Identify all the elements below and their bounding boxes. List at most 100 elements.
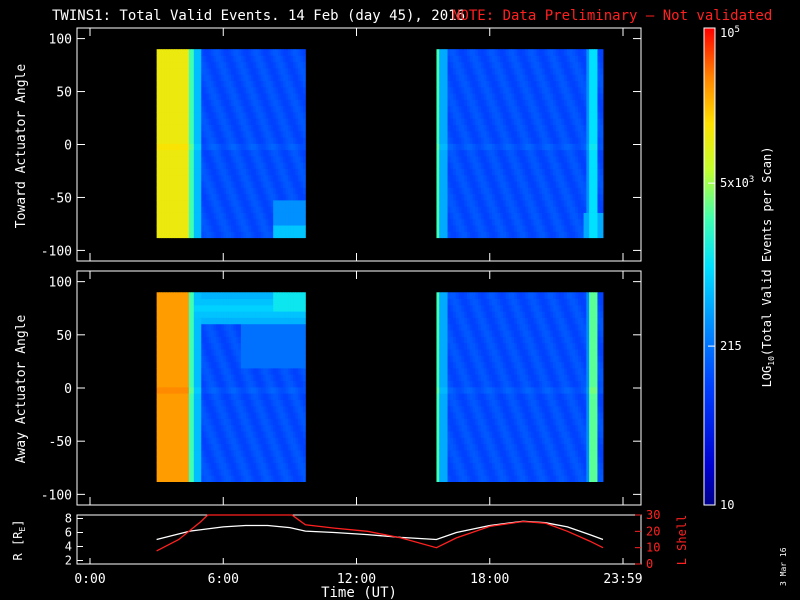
heatmap-cell	[297, 231, 301, 239]
heatmap-cell	[503, 212, 507, 220]
heatmap-cell	[263, 336, 267, 344]
heatmap-cell	[248, 143, 252, 151]
heatmap-cell	[228, 380, 232, 388]
heatmap-cell	[455, 112, 460, 119]
heatmap-cell	[263, 317, 267, 325]
heatmap-cell	[196, 149, 200, 157]
heatmap-cell	[245, 475, 249, 482]
heatmap-cell	[208, 374, 212, 382]
heatmap-cell	[553, 212, 557, 220]
heatmap-cell	[569, 124, 573, 132]
heatmap-cell	[161, 93, 165, 100]
heatmap-cell	[472, 218, 476, 226]
heatmap-cell	[600, 162, 604, 169]
heatmap-cell	[522, 156, 526, 163]
heatmap-cell	[156, 380, 160, 388]
heatmap-cell	[196, 187, 200, 195]
heatmap-cell	[156, 174, 160, 182]
heatmap-cell	[278, 156, 282, 163]
heatmap-cell	[480, 99, 485, 107]
heatmap-cell	[564, 187, 568, 195]
heatmap-cell	[290, 93, 294, 100]
heatmap-cell	[164, 225, 167, 232]
heatmap-cell	[255, 361, 259, 369]
heatmap-cell	[283, 218, 286, 226]
heatmap-cell	[455, 156, 460, 163]
heatmap-cell	[439, 74, 443, 81]
heatmap-cell	[447, 231, 451, 239]
heatmap-cell	[575, 225, 579, 232]
heatmap-cell	[176, 80, 180, 88]
heatmap-cell	[444, 93, 448, 100]
heatmap-cell	[439, 118, 443, 125]
heatmap-cell	[235, 361, 239, 369]
heatmap-cell	[541, 193, 546, 201]
heatmap-cell	[516, 86, 521, 94]
heatmap-cell	[260, 393, 264, 400]
heatmap-cell	[453, 149, 457, 157]
heatmap-cell	[243, 456, 247, 464]
heatmap-cell	[208, 68, 212, 75]
heatmap-cell	[253, 304, 257, 312]
heatmap-cell	[173, 456, 177, 464]
heatmap-cell	[196, 393, 200, 400]
heatmap-cell	[166, 174, 170, 182]
heatmap-cell	[486, 49, 490, 56]
heatmap-cell	[273, 68, 277, 75]
heatmap-cell	[569, 118, 573, 125]
heatmap-cell	[171, 74, 175, 81]
heatmap-cell	[243, 93, 247, 100]
heatmap-cell	[201, 443, 205, 451]
heatmap-cell	[178, 193, 182, 201]
heatmap-cell	[208, 431, 212, 438]
heatmap-cell	[290, 193, 294, 201]
heatmap-cell	[503, 149, 507, 157]
heatmap-cell	[558, 99, 562, 107]
heatmap-cell	[250, 137, 254, 144]
heatmap-cell	[483, 218, 487, 226]
heatmap-cell	[171, 368, 175, 375]
heatmap-cell	[238, 112, 242, 119]
heatmap-cell	[566, 68, 571, 75]
heatmap-cell	[213, 361, 217, 369]
heatmap-cell	[253, 162, 257, 169]
heatmap-cell	[156, 225, 160, 232]
heatmap-cell	[221, 218, 224, 226]
heatmap-cell	[290, 80, 294, 88]
heatmap-cell	[223, 55, 227, 63]
heatmap-cell	[203, 130, 207, 138]
heatmap-cell	[263, 424, 267, 432]
heatmap-cell	[218, 304, 222, 312]
heatmap-cell	[591, 74, 596, 81]
heatmap-cell	[268, 86, 272, 94]
heatmap-cell	[161, 342, 165, 350]
heatmap-cell	[472, 143, 476, 151]
heatmap-cell	[183, 55, 187, 63]
heatmap-cell	[450, 93, 454, 100]
heatmap-cell	[580, 181, 584, 188]
heatmap-cell	[218, 80, 222, 88]
heatmap-cell	[290, 68, 294, 75]
heatmap-cell	[297, 112, 301, 119]
heatmap-cell	[198, 380, 202, 388]
heatmap-cell	[472, 61, 476, 69]
heatmap-cell	[466, 212, 471, 220]
heatmap-cell	[250, 424, 254, 432]
heatmap-cell	[589, 143, 593, 151]
heatmap-cell	[186, 218, 190, 226]
heatmap-cell	[183, 456, 187, 464]
heatmap-cell	[511, 74, 515, 81]
heatmap-cell	[166, 168, 170, 176]
heatmap-cell	[558, 206, 562, 213]
heatmap-cell	[539, 55, 543, 63]
heatmap-cell	[594, 80, 598, 88]
heatmap-cell	[231, 55, 234, 63]
heatmap-cell	[213, 118, 217, 125]
heatmap-cell	[183, 137, 187, 144]
heatmap-cell	[178, 475, 182, 482]
heatmap-cell	[233, 450, 237, 457]
heatmap-cell	[193, 330, 197, 337]
heatmap-cell	[300, 200, 304, 207]
heatmap-cell	[522, 61, 526, 69]
heatmap-cell	[250, 80, 254, 88]
